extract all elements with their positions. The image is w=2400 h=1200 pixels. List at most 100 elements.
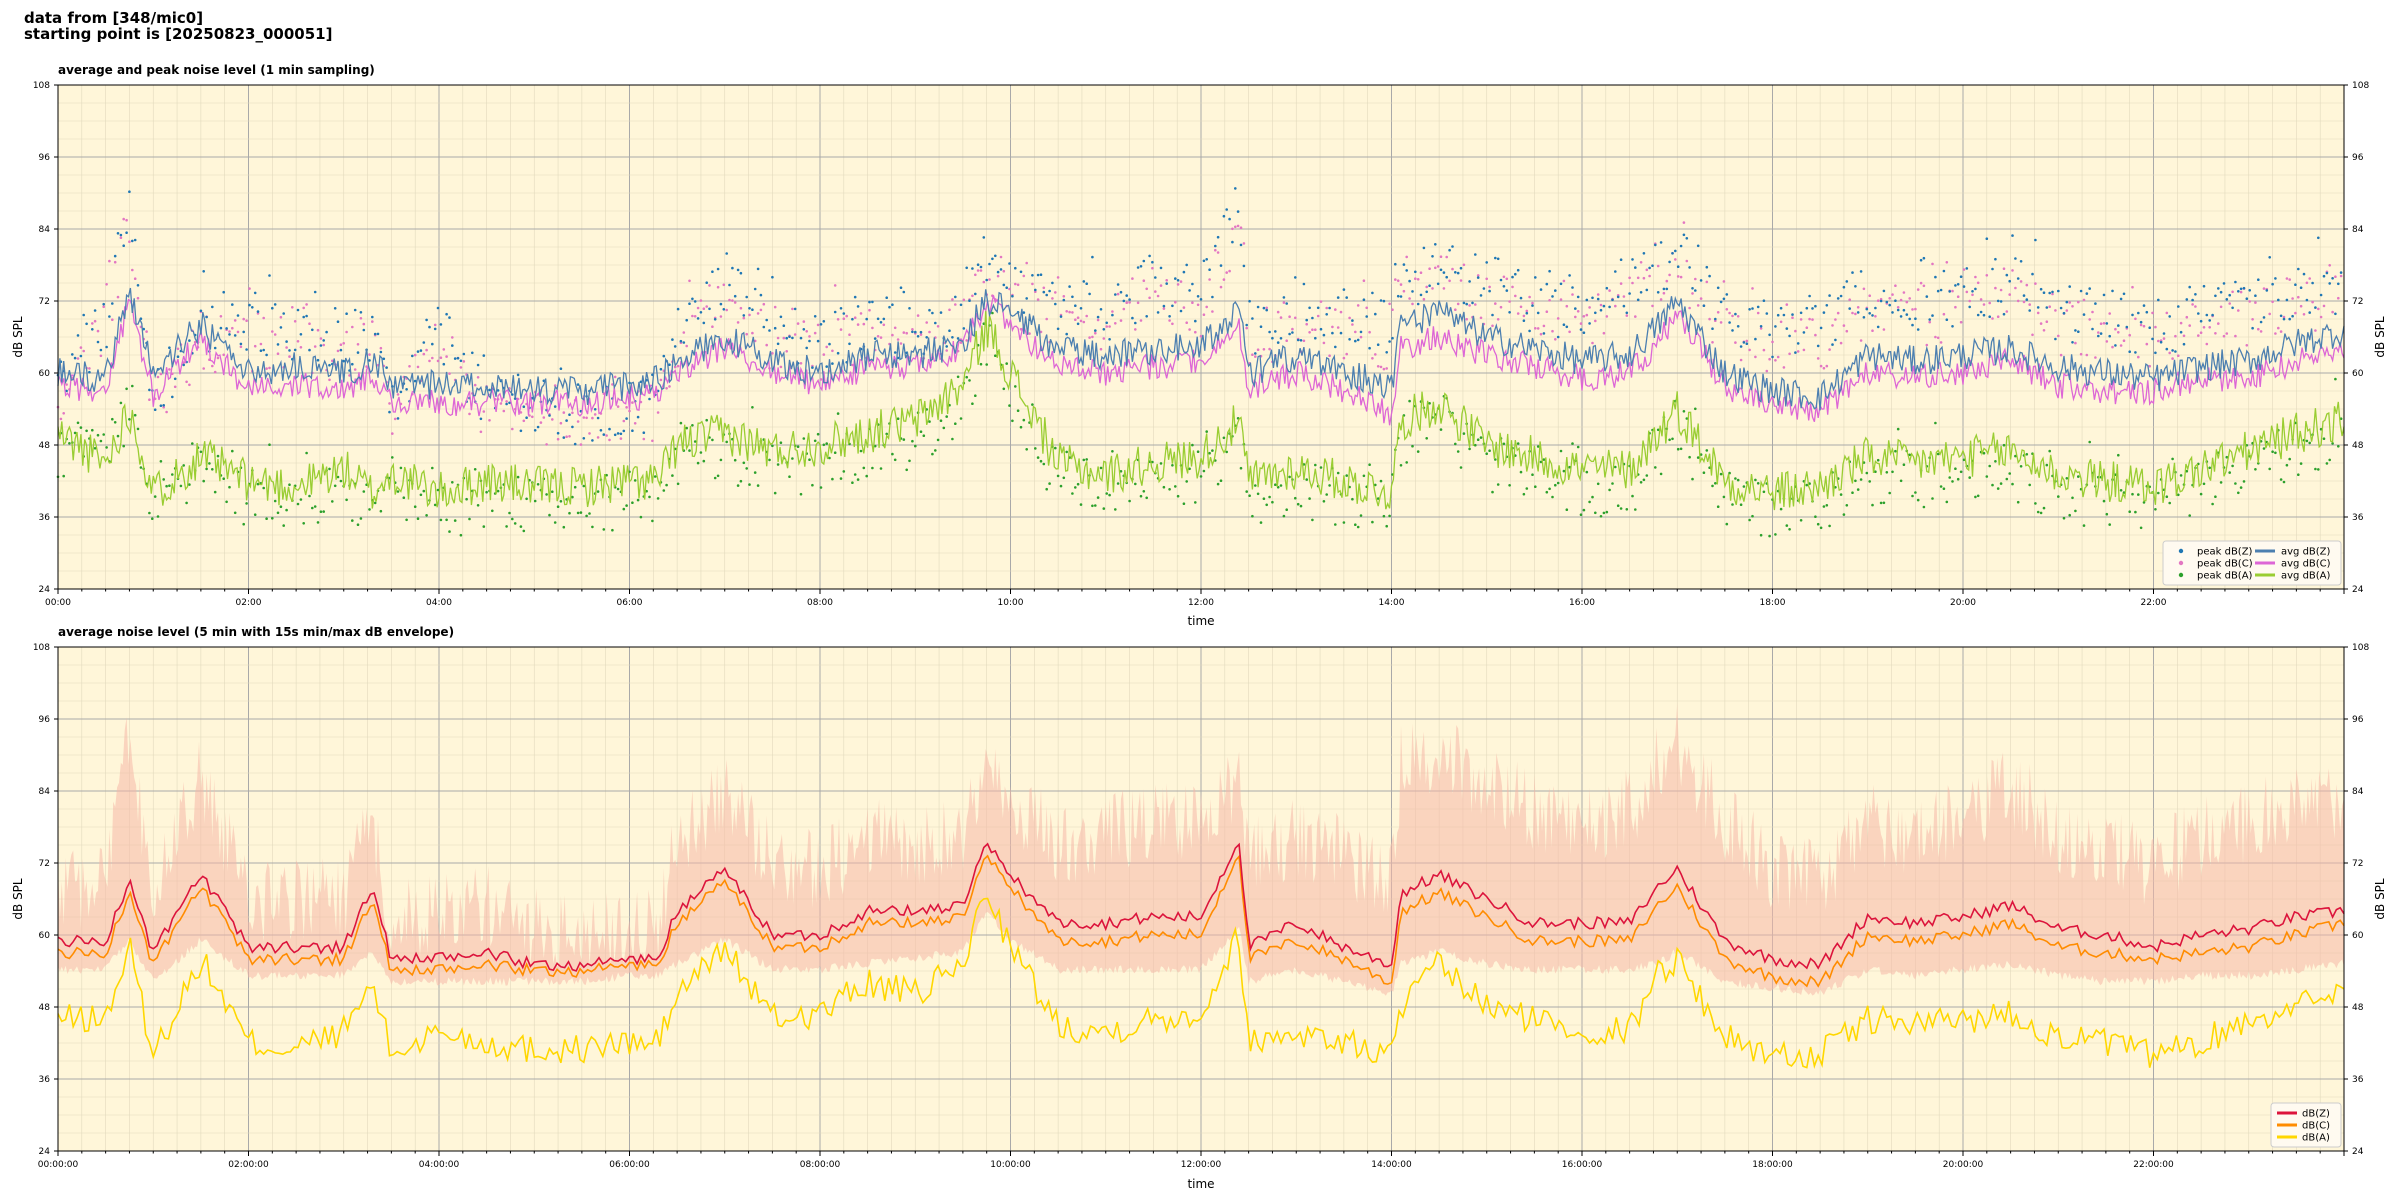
peak-point <box>1696 456 1700 459</box>
peak-point <box>102 305 105 309</box>
peak-point <box>2188 324 2191 327</box>
peak-point <box>191 442 194 445</box>
peak-point <box>1968 305 1971 309</box>
peak-point <box>1514 272 1517 276</box>
peak-point <box>1282 514 1286 518</box>
peak-point <box>2268 255 2271 259</box>
peak-point <box>2016 277 2020 280</box>
peak-point <box>1879 297 1883 301</box>
peak-point <box>379 509 383 513</box>
peak-point <box>1754 355 1757 359</box>
peak-point <box>1362 279 1366 283</box>
peak-point <box>1299 504 1303 508</box>
peak-point <box>962 327 966 330</box>
peak-point <box>2245 344 2249 347</box>
peak-point <box>1625 508 1629 511</box>
peak-point <box>1174 277 1177 280</box>
peak-point <box>2131 313 2134 317</box>
peak-point <box>1382 299 1386 303</box>
peak-point <box>1179 280 1183 283</box>
peak-point <box>2162 337 2166 340</box>
peak-point <box>562 525 566 529</box>
peak-point <box>362 490 366 493</box>
peak-point <box>1042 290 1046 294</box>
peak-point <box>1448 248 1451 252</box>
peak-point <box>731 266 734 270</box>
peak-point <box>1745 339 1749 343</box>
peak-point <box>853 295 857 299</box>
peak-point <box>351 519 354 522</box>
peak-point <box>733 458 737 462</box>
peak-point <box>836 318 840 321</box>
peak-point <box>1502 275 1506 279</box>
peak-point <box>1934 421 1937 425</box>
peak-point <box>2111 345 2114 349</box>
peak-point <box>1665 279 1669 283</box>
peak-point <box>1839 493 1843 496</box>
peak-point <box>2202 284 2206 288</box>
peak-point <box>1042 286 1046 290</box>
xtick-label: 12:00 <box>1188 598 1214 608</box>
xtick-label: 14:00 <box>1379 598 1405 608</box>
peak-point <box>2277 298 2280 302</box>
peak-point <box>422 352 426 356</box>
peak-point <box>1376 497 1380 500</box>
peak-point <box>1428 402 1431 405</box>
peak-point <box>753 339 757 343</box>
peak-point <box>1628 276 1631 280</box>
peak-point <box>1022 311 1026 314</box>
peak-point <box>616 405 620 408</box>
peak-point <box>259 342 263 346</box>
peak-point <box>576 511 580 515</box>
peak-point <box>113 260 117 264</box>
peak-point <box>216 454 220 458</box>
peak-point <box>1154 276 1157 279</box>
peak-point <box>128 418 131 421</box>
peak-point <box>222 353 225 357</box>
peak-point <box>713 318 717 321</box>
peak-point <box>76 357 80 360</box>
peak-point <box>328 467 331 471</box>
peak-point <box>1659 298 1663 301</box>
peak-point <box>125 231 128 234</box>
peak-point <box>725 440 728 444</box>
peak-point <box>1085 282 1088 286</box>
peak-point <box>2199 319 2203 323</box>
peak-point <box>139 466 143 469</box>
peak-point <box>2014 454 2017 458</box>
peak-point <box>1282 296 1286 299</box>
peak-point <box>259 349 263 353</box>
peak-point <box>1631 258 1634 261</box>
peak-point <box>1334 345 1337 349</box>
peak-point <box>1496 483 1500 486</box>
peak-point <box>1662 287 1666 291</box>
peak-point <box>1631 281 1634 285</box>
peak-point <box>1456 302 1460 306</box>
peak-point <box>2328 264 2331 267</box>
peak-point <box>1671 252 1674 255</box>
peak-point <box>911 439 914 443</box>
peak-point <box>2034 238 2037 242</box>
peak-point <box>948 308 951 312</box>
peak-point <box>1674 258 1677 261</box>
peak-point <box>2291 314 2294 318</box>
peak-point <box>756 312 760 315</box>
peak-point <box>1099 466 1103 470</box>
peak-point <box>1916 498 1920 502</box>
peak-point <box>1656 264 1660 268</box>
peak-point <box>911 328 914 331</box>
peak-point <box>2268 312 2271 316</box>
peak-point <box>2317 468 2320 471</box>
peak-point <box>2071 305 2074 308</box>
peak-point <box>853 473 857 476</box>
peak-point <box>345 498 348 502</box>
peak-point <box>1091 255 1094 259</box>
legend-label: peak dB(Z) <box>2197 547 2253 558</box>
peak-point <box>253 291 257 295</box>
peak-point <box>142 327 145 331</box>
peak-point <box>1648 266 1651 270</box>
peak-point <box>1094 504 1097 507</box>
peak-point <box>131 384 134 388</box>
peak-point <box>2271 282 2274 286</box>
peak-point <box>2131 285 2134 289</box>
